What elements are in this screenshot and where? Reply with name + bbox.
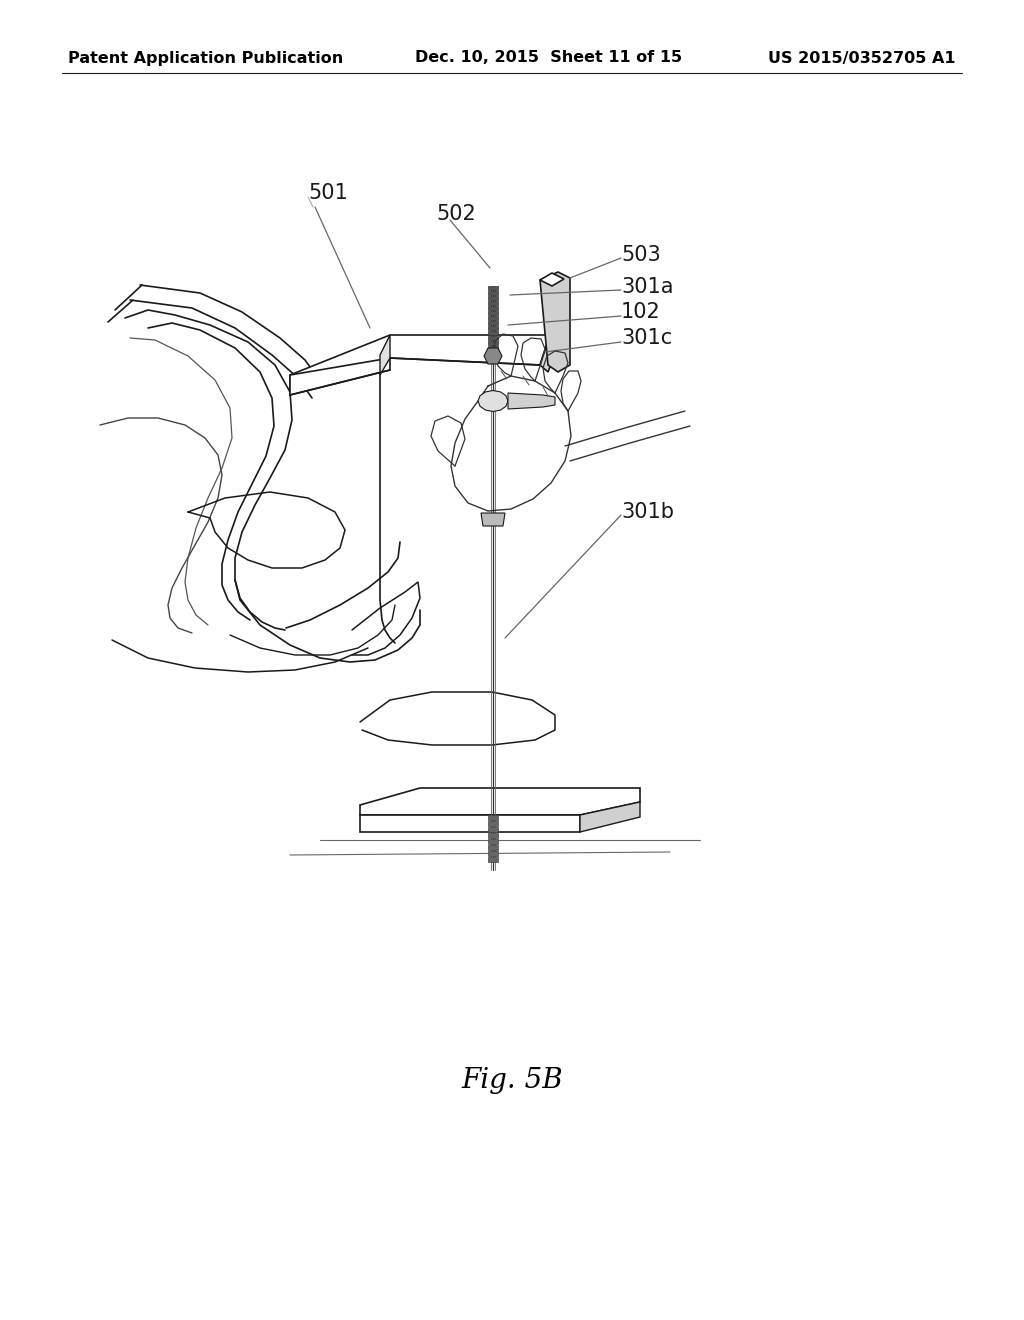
Polygon shape xyxy=(488,828,498,832)
Polygon shape xyxy=(488,840,498,843)
Polygon shape xyxy=(360,788,640,814)
Polygon shape xyxy=(380,335,390,375)
Polygon shape xyxy=(580,803,640,832)
Polygon shape xyxy=(488,321,498,325)
Polygon shape xyxy=(488,337,498,341)
Polygon shape xyxy=(508,393,555,409)
Text: US 2015/0352705 A1: US 2015/0352705 A1 xyxy=(768,50,956,66)
Polygon shape xyxy=(540,273,564,286)
Polygon shape xyxy=(478,391,508,412)
Polygon shape xyxy=(488,312,498,315)
Polygon shape xyxy=(488,814,498,820)
Polygon shape xyxy=(488,857,498,862)
Polygon shape xyxy=(484,348,502,364)
Polygon shape xyxy=(360,814,580,832)
Polygon shape xyxy=(488,821,498,826)
Polygon shape xyxy=(540,335,560,372)
Polygon shape xyxy=(488,306,498,310)
Polygon shape xyxy=(290,358,390,395)
Polygon shape xyxy=(488,851,498,855)
Text: Dec. 10, 2015  Sheet 11 of 15: Dec. 10, 2015 Sheet 11 of 15 xyxy=(415,50,682,66)
Polygon shape xyxy=(488,845,498,850)
Text: 301a: 301a xyxy=(621,277,674,297)
Polygon shape xyxy=(540,272,570,372)
Polygon shape xyxy=(488,331,498,335)
Polygon shape xyxy=(488,326,498,330)
Text: 301b: 301b xyxy=(621,502,674,521)
Text: 301c: 301c xyxy=(621,327,672,348)
Polygon shape xyxy=(488,833,498,838)
Polygon shape xyxy=(488,315,498,319)
Polygon shape xyxy=(488,351,498,355)
Text: Patent Application Publication: Patent Application Publication xyxy=(68,50,343,66)
Text: 503: 503 xyxy=(621,246,660,265)
Polygon shape xyxy=(481,513,505,525)
Polygon shape xyxy=(488,290,498,294)
Polygon shape xyxy=(488,301,498,305)
Text: 502: 502 xyxy=(436,205,476,224)
Text: Fig. 5B: Fig. 5B xyxy=(461,1067,563,1093)
Text: 102: 102 xyxy=(621,302,660,322)
Polygon shape xyxy=(488,346,498,350)
Polygon shape xyxy=(488,296,498,300)
Polygon shape xyxy=(488,286,498,290)
Polygon shape xyxy=(290,335,550,392)
Text: 501: 501 xyxy=(308,183,348,203)
Polygon shape xyxy=(488,341,498,345)
